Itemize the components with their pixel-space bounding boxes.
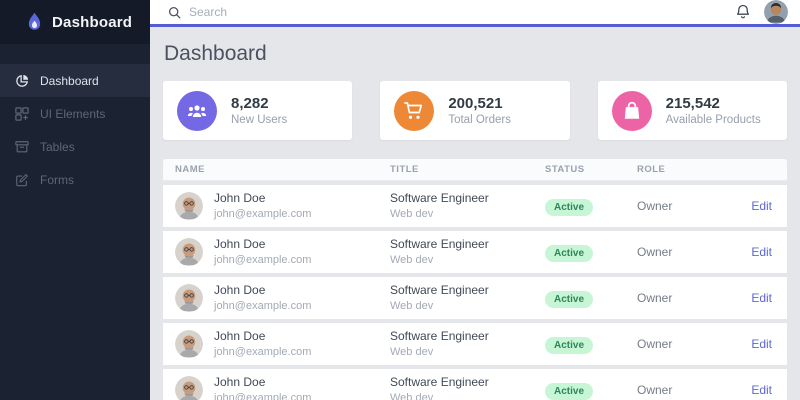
stat-label: New Users [231, 113, 288, 126]
edit-icon [16, 173, 28, 186]
stat-value: 8,282 [231, 95, 269, 113]
users-icon [177, 90, 217, 131]
edit-link[interactable]: Edit [751, 245, 772, 259]
app-logo[interactable]: Dashboard [0, 0, 150, 44]
stat-label: Available Products [665, 113, 761, 126]
sidebar-item-label: UI Elements [40, 106, 106, 121]
table-row: John Doe john@example.com Software Engin… [163, 323, 787, 365]
user-name: John Doe [214, 329, 266, 344]
edit-link[interactable]: Edit [751, 337, 772, 351]
row-avatar [175, 192, 203, 220]
sidebar-item-label: Dashboard [40, 73, 99, 88]
user-email: john@example.com [214, 392, 312, 400]
user-name: John Doe [214, 237, 266, 252]
user-email: john@example.com [214, 300, 312, 313]
row-avatar [175, 238, 203, 266]
bell-icon[interactable] [735, 4, 751, 20]
user-subtitle: Web dev [390, 208, 434, 221]
column-header-status: STATUS [545, 164, 585, 175]
edit-link[interactable]: Edit [751, 199, 772, 213]
user-name: John Doe [214, 283, 266, 298]
user-subtitle: Web dev [390, 346, 434, 359]
stat-value: 200,521 [448, 95, 503, 113]
user-subtitle: Web dev [390, 392, 434, 400]
sidebar: Dashboard Dashboard UI Elements [0, 0, 150, 400]
table-row: John Doe john@example.com Software Engin… [163, 185, 787, 227]
sidebar-item-label: Tables [40, 139, 75, 154]
column-header-title: TITLE [390, 164, 419, 175]
user-avatar[interactable] [764, 0, 788, 24]
sidebar-nav: Dashboard UI Elements Tables [0, 64, 150, 196]
topbar [150, 0, 800, 27]
user-subtitle: Web dev [390, 300, 434, 313]
user-name: John Doe [214, 375, 266, 390]
sidebar-item-dashboard[interactable]: Dashboard [0, 64, 150, 97]
user-role: Owner [637, 383, 673, 397]
search-bar [168, 5, 735, 19]
row-avatar [175, 330, 203, 358]
user-role: Owner [637, 245, 673, 259]
row-avatar [175, 376, 203, 400]
user-role: Owner [637, 291, 673, 305]
stat-card-total-orders: 200,521 Total Orders [380, 81, 570, 140]
table-row: John Doe john@example.com Software Engin… [163, 277, 787, 319]
flame-icon [26, 12, 43, 32]
edit-link[interactable]: Edit [751, 291, 772, 305]
status-badge: Active [545, 382, 594, 400]
stat-card-available-products: 215,542 Available Products [597, 81, 787, 140]
user-title: Software Engineer [390, 283, 489, 298]
status-badge: Active [545, 198, 594, 216]
users-table: NAME TITLE STATUS ROLE John Doe john@exa… [163, 159, 787, 400]
stat-card-new-users: 8,282 New Users [163, 81, 353, 140]
user-title: Software Engineer [390, 375, 489, 390]
user-email: john@example.com [214, 208, 312, 221]
user-email: john@example.com [214, 346, 312, 359]
edit-link[interactable]: Edit [751, 383, 772, 397]
table-row: John Doe john@example.com Software Engin… [163, 231, 787, 273]
grid-icon [15, 106, 29, 121]
status-badge: Active [545, 336, 594, 354]
column-header-name: NAME [175, 164, 205, 175]
row-avatar [175, 284, 203, 312]
column-header-role: ROLE [637, 164, 666, 175]
user-title: Software Engineer [390, 237, 489, 252]
sidebar-item-label: Forms [40, 172, 74, 187]
page-title: Dashboard [164, 42, 267, 65]
stat-cards: 8,282 New Users 200,521 Total Orders [163, 81, 787, 140]
app-title: Dashboard [52, 13, 133, 31]
status-badge: Active [545, 290, 594, 308]
search-icon [168, 6, 181, 18]
table-row: John Doe john@example.com Software Engin… [163, 369, 787, 400]
status-badge: Active [545, 244, 594, 262]
topbar-actions [735, 0, 788, 24]
sidebar-item-ui-elements[interactable]: UI Elements [0, 97, 150, 130]
main-area: Dashboard 8,282 New Users [150, 0, 800, 400]
sidebar-item-forms[interactable]: Forms [0, 163, 150, 196]
sidebar-item-tables[interactable]: Tables [0, 130, 150, 163]
user-email: john@example.com [214, 254, 312, 267]
user-role: Owner [637, 337, 673, 351]
user-title: Software Engineer [390, 191, 489, 206]
user-subtitle: Web dev [390, 254, 434, 267]
stat-label: Total Orders [448, 113, 511, 126]
search-input[interactable] [189, 5, 489, 19]
archive-icon [15, 140, 29, 152]
bag-icon [611, 90, 652, 131]
user-title: Software Engineer [390, 329, 489, 344]
pie-chart-icon [16, 74, 29, 87]
content: Dashboard 8,282 New Users [150, 27, 800, 400]
stat-value: 215,542 [665, 95, 720, 113]
user-role: Owner [637, 199, 673, 213]
user-name: John Doe [214, 191, 266, 206]
table-header: NAME TITLE STATUS ROLE [163, 159, 787, 181]
cart-icon [394, 90, 435, 131]
